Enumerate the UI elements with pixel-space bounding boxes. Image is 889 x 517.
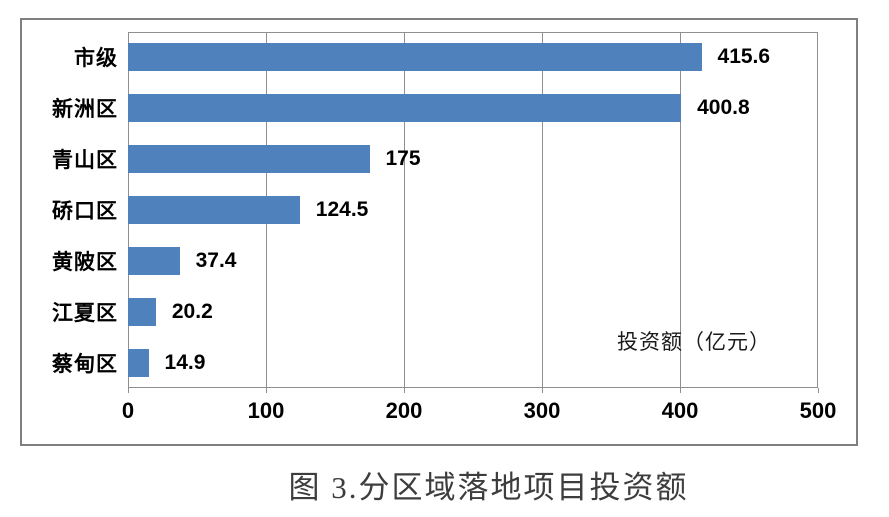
- gridline: [542, 33, 543, 387]
- x-axis-tick-label: 300: [523, 398, 561, 423]
- bar-row: 青山区 175: [22, 134, 818, 185]
- series-label: 投资额（亿元）: [617, 331, 771, 354]
- category-label: 青山区: [52, 149, 118, 173]
- bar-track: 415.6: [128, 32, 818, 83]
- x-axis-tick: [128, 388, 129, 393]
- bar-row: 黄陂区 37.4: [22, 235, 818, 286]
- x-axis-tick-label: 200: [385, 398, 423, 423]
- bar-row: 市级 415.6: [22, 32, 818, 83]
- x-axis-tick-label: 100: [247, 398, 285, 423]
- bar: [128, 297, 156, 326]
- bar-row: 新洲区 400.8: [22, 83, 818, 134]
- bar: [128, 43, 702, 72]
- x-axis-tick-label: 500: [799, 398, 837, 423]
- bar-track: 14.9: [128, 337, 818, 388]
- bar-row: 硚口区 124.5: [22, 185, 818, 236]
- x-axis-tick-label: 0: [121, 398, 135, 423]
- bar: [128, 348, 149, 377]
- bar-row: 蔡甸区 14.9: [22, 337, 818, 388]
- gridline: [680, 33, 681, 387]
- bar-rows: 市级 415.6 新洲区 400.8 青山区 175 硚口区 124.5 黄陂区 37.4 江夏区 2…: [22, 32, 818, 388]
- bar: [128, 196, 300, 224]
- bar-track: 20.2: [128, 286, 818, 337]
- bar: [128, 94, 682, 123]
- x-axis-tick-label: 400: [661, 398, 699, 423]
- category-label: 市级: [74, 47, 118, 71]
- category-label: 硚口区: [52, 200, 118, 223]
- bar-value-label: 37.4: [195, 248, 237, 272]
- x-axis-tick: [680, 388, 681, 393]
- x-axis-tick: [404, 388, 405, 393]
- category-label: 江夏区: [52, 301, 118, 325]
- bar-row: 江夏区 20.2: [22, 286, 818, 337]
- x-axis-tick: [266, 388, 267, 393]
- bar-value-label: 14.9: [164, 350, 206, 374]
- bar-value-label: 124.5: [315, 198, 369, 221]
- x-axis-tick: [542, 388, 543, 393]
- bar-track: 175: [128, 134, 818, 185]
- bar-value-label: 400.8: [697, 96, 750, 120]
- category-label: 黄陂区: [52, 250, 118, 274]
- chart-title: 图 3.分区域落地项目投资额: [288, 470, 689, 505]
- bar-track: 124.5: [128, 185, 818, 236]
- chart-frame: 市级 415.6 新洲区 400.8 青山区 175 硚口区 124.5 黄陂区 37.4 江夏区 2…: [20, 18, 858, 446]
- bar-value-label: 20.2: [171, 299, 213, 323]
- bar: [128, 246, 180, 275]
- bar-track: 400.8: [128, 83, 818, 134]
- bar: [128, 145, 370, 174]
- bar-track: 37.4: [128, 235, 818, 286]
- x-axis-tick: [818, 388, 819, 393]
- bar-value-label: 415.6: [717, 45, 771, 69]
- bar-value-label: 175: [385, 147, 421, 171]
- category-label: 新洲区: [52, 98, 118, 122]
- gridline: [404, 33, 405, 387]
- category-label: 蔡甸区: [52, 352, 118, 376]
